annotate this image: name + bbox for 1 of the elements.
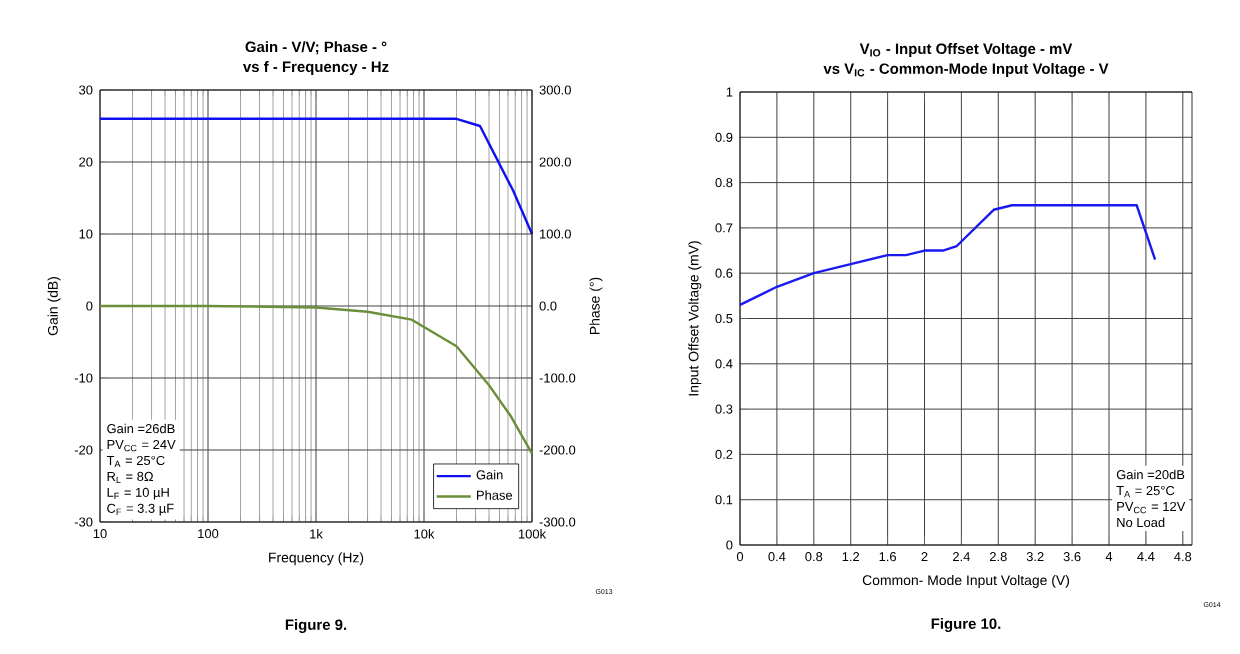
line-series <box>738 204 1157 307</box>
